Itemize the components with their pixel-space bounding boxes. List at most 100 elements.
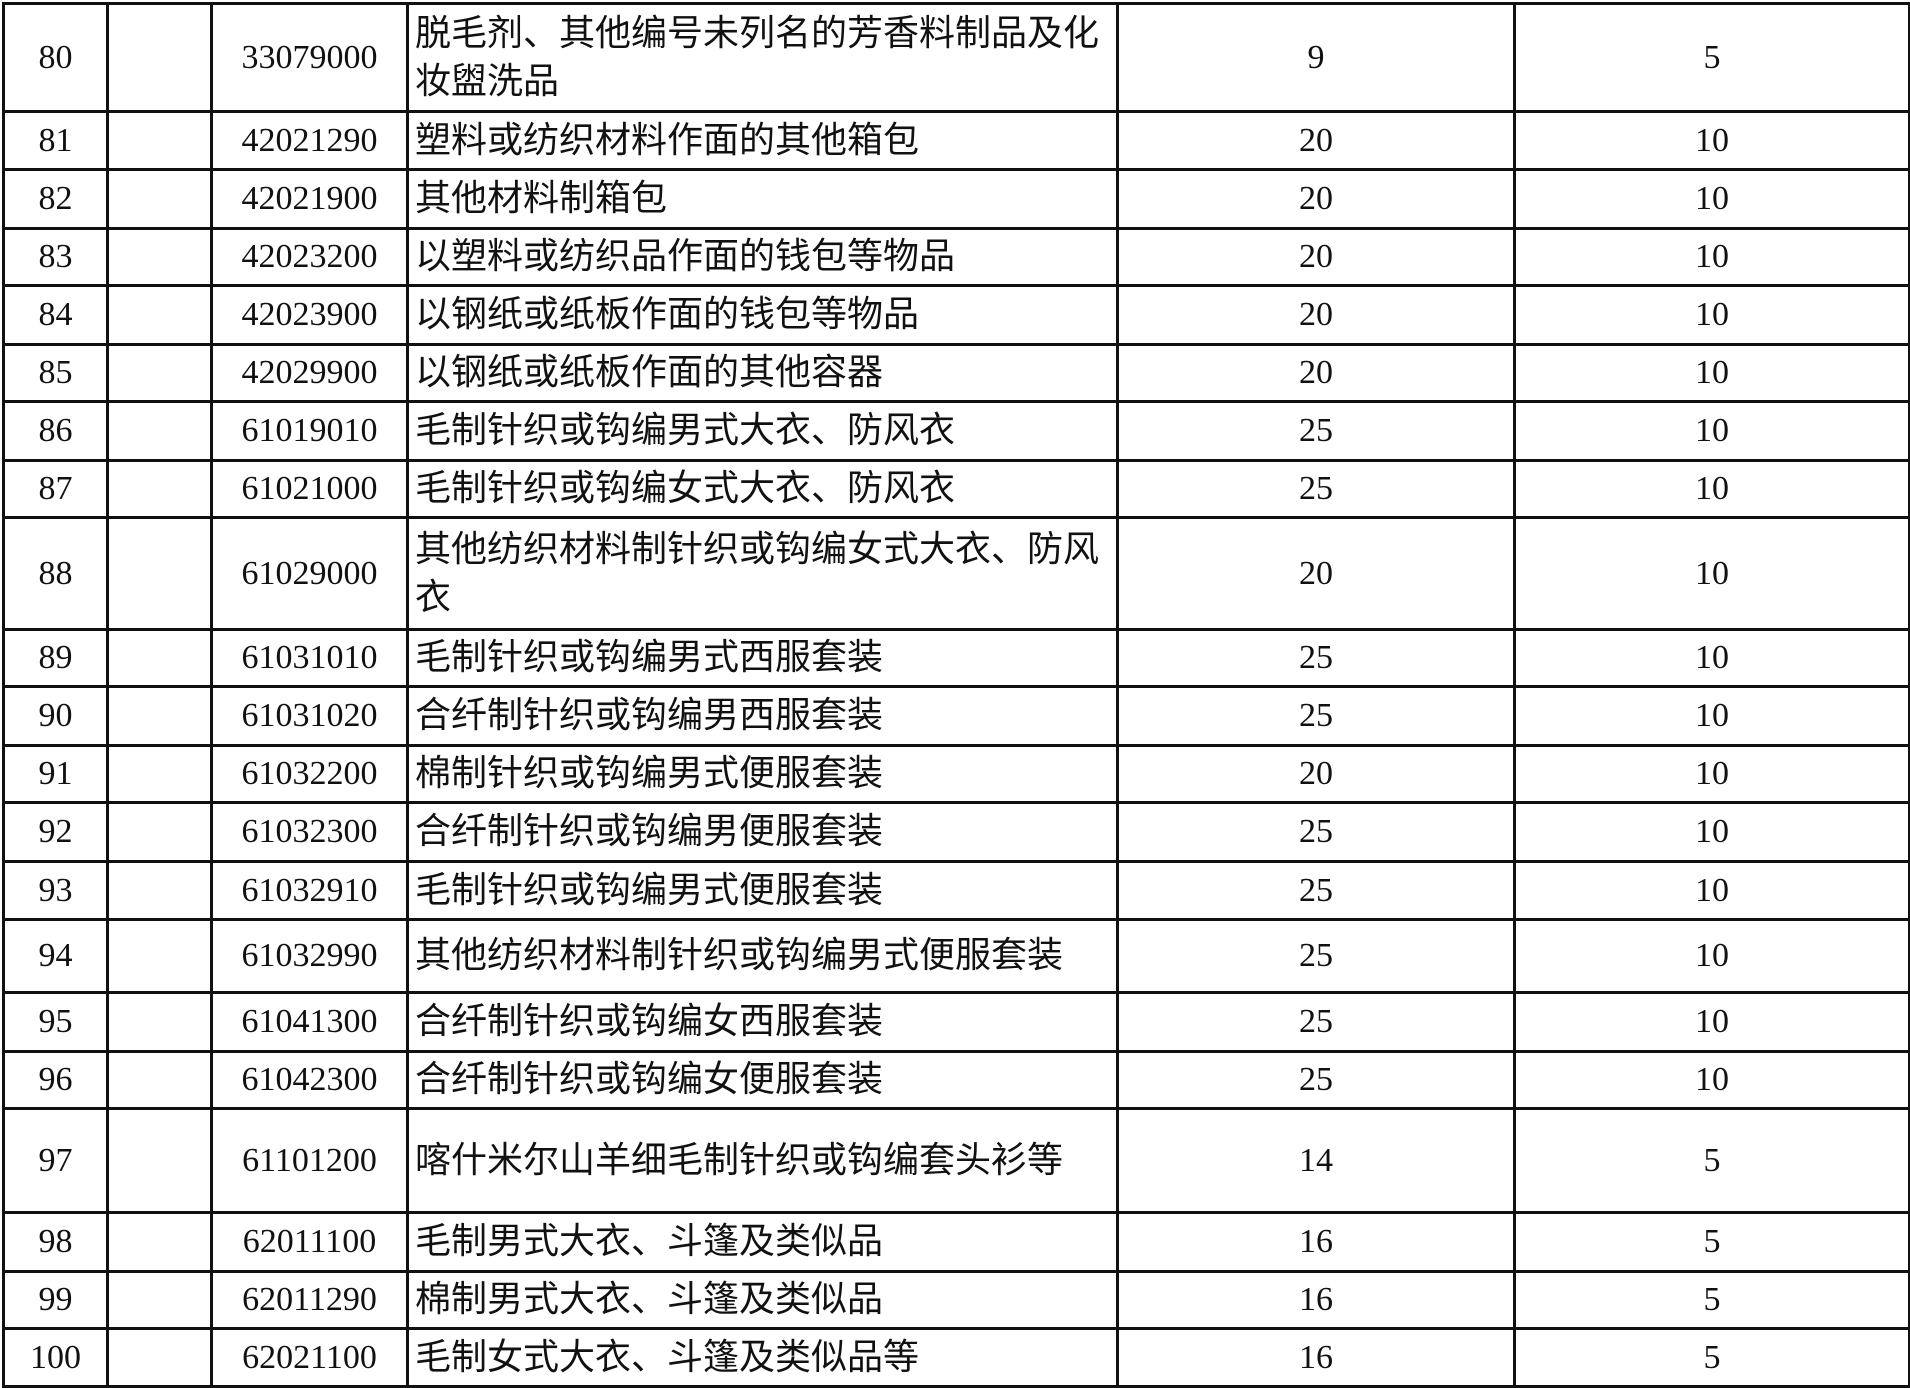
- row-number: 93: [2, 860, 109, 921]
- empty-cell: [106, 744, 213, 804]
- empty-cell: [106, 284, 213, 346]
- hs-code: 61042300: [210, 1050, 409, 1110]
- empty-cell: [106, 343, 213, 403]
- description: 以钢纸或纸板作面的其他容器: [406, 343, 1119, 403]
- empty-cell: [106, 227, 213, 287]
- table-row: 92 61032300 合纤制针织或钩编男便服套装 25 10: [2, 801, 1910, 863]
- empty-cell: [106, 110, 213, 171]
- table-row: 98 62011100 毛制男式大衣、斗篷及类似品 16 5: [2, 1211, 1910, 1273]
- table-row: 83 42023200 以塑料或纺织品作面的钱包等物品 20 10: [2, 227, 1910, 287]
- table-row: 82 42021900 其他材料制箱包 20 10: [2, 168, 1910, 230]
- rate-a: 20: [1116, 110, 1516, 171]
- rate-b: 10: [1513, 227, 1910, 287]
- hs-code: 42023200: [210, 227, 409, 287]
- rate-b: 10: [1513, 459, 1910, 519]
- empty-cell: [106, 168, 213, 230]
- rate-b: 5: [1513, 2, 1910, 113]
- description: 合纤制针织或钩编男西服套装: [406, 685, 1119, 747]
- rate-b: 10: [1513, 343, 1910, 403]
- rate-a: 16: [1116, 1211, 1516, 1273]
- row-number: 99: [2, 1270, 109, 1330]
- rate-a: 25: [1116, 459, 1516, 519]
- description: 毛制男式大衣、斗篷及类似品: [406, 1211, 1119, 1273]
- rate-a: 9: [1116, 2, 1516, 113]
- empty-cell: [106, 1211, 213, 1273]
- rate-b: 10: [1513, 516, 1910, 631]
- empty-cell: [106, 860, 213, 921]
- description: 合纤制针织或钩编女便服套装: [406, 1050, 1119, 1110]
- hs-code: 61032200: [210, 744, 409, 804]
- description: 毛制针织或钩编女式大衣、防风衣: [406, 459, 1119, 519]
- hs-code: 62011100: [210, 1211, 409, 1273]
- row-number: 82: [2, 168, 109, 230]
- table-row: 80 33079000 脱毛剂、其他编号未列名的芳香料制品及化妆盥洗品 9 5: [2, 2, 1910, 113]
- rate-a: 16: [1116, 1327, 1516, 1388]
- description: 毛制女式大衣、斗篷及类似品等: [406, 1327, 1119, 1388]
- row-number: 97: [2, 1107, 109, 1214]
- rate-b: 10: [1513, 1050, 1910, 1110]
- description: 毛制针织或钩编男式大衣、防风衣: [406, 400, 1119, 462]
- description: 以钢纸或纸板作面的钱包等物品: [406, 284, 1119, 346]
- rate-b: 10: [1513, 284, 1910, 346]
- rate-a: 25: [1116, 991, 1516, 1053]
- description: 毛制针织或钩编男式便服套装: [406, 860, 1119, 921]
- hs-code: 61021000: [210, 459, 409, 519]
- empty-cell: [106, 2, 213, 113]
- empty-cell: [106, 516, 213, 631]
- row-number: 81: [2, 110, 109, 171]
- table-row: 81 42021290 塑料或纺织材料作面的其他箱包 20 10: [2, 110, 1910, 171]
- table-row: 88 61029000 其他纺织材料制针织或钩编女式大衣、防风衣 20 10: [2, 516, 1910, 631]
- table-row: 96 61042300 合纤制针织或钩编女便服套装 25 10: [2, 1050, 1910, 1110]
- rate-b: 10: [1513, 860, 1910, 921]
- row-number: 88: [2, 516, 109, 631]
- description: 脱毛剂、其他编号未列名的芳香料制品及化妆盥洗品: [406, 2, 1119, 113]
- empty-cell: [106, 628, 213, 688]
- table-row: 97 61101200 喀什米尔山羊细毛制针织或钩编套头衫等 14 5: [2, 1107, 1910, 1214]
- row-number: 84: [2, 284, 109, 346]
- rate-b: 5: [1513, 1107, 1910, 1214]
- empty-cell: [106, 991, 213, 1053]
- description: 其他材料制箱包: [406, 168, 1119, 230]
- description: 合纤制针织或钩编女西服套装: [406, 991, 1119, 1053]
- hs-code: 61032910: [210, 860, 409, 921]
- empty-cell: [106, 1107, 213, 1214]
- rate-b: 5: [1513, 1211, 1910, 1273]
- hs-code: 42029900: [210, 343, 409, 403]
- row-number: 90: [2, 685, 109, 747]
- table-row: 91 61032200 棉制针织或钩编男式便服套装 20 10: [2, 744, 1910, 804]
- empty-cell: [106, 918, 213, 994]
- description: 合纤制针织或钩编男便服套装: [406, 801, 1119, 863]
- rate-b: 10: [1513, 744, 1910, 804]
- rate-b: 10: [1513, 628, 1910, 688]
- table-row: 100 62021100 毛制女式大衣、斗篷及类似品等 16 5: [2, 1327, 1910, 1388]
- rate-a: 25: [1116, 801, 1516, 863]
- description: 棉制男式大衣、斗篷及类似品: [406, 1270, 1119, 1330]
- rate-a: 25: [1116, 860, 1516, 921]
- empty-cell: [106, 1270, 213, 1330]
- rate-a: 14: [1116, 1107, 1516, 1214]
- description: 其他纺织材料制针织或钩编女式大衣、防风衣: [406, 516, 1119, 631]
- rate-b: 10: [1513, 918, 1910, 994]
- description: 其他纺织材料制针织或钩编男式便服套装: [406, 918, 1119, 994]
- row-number: 98: [2, 1211, 109, 1273]
- hs-code: 42023900: [210, 284, 409, 346]
- rate-a: 25: [1116, 685, 1516, 747]
- empty-cell: [106, 801, 213, 863]
- hs-code: 61029000: [210, 516, 409, 631]
- row-number: 94: [2, 918, 109, 994]
- row-number: 89: [2, 628, 109, 688]
- description: 塑料或纺织材料作面的其他箱包: [406, 110, 1119, 171]
- hs-code: 42021290: [210, 110, 409, 171]
- table-row: 87 61021000 毛制针织或钩编女式大衣、防风衣 25 10: [2, 459, 1910, 519]
- empty-cell: [106, 1327, 213, 1388]
- table-row: 86 61019010 毛制针织或钩编男式大衣、防风衣 25 10: [2, 400, 1910, 462]
- empty-cell: [106, 400, 213, 462]
- hs-code: 61031020: [210, 685, 409, 747]
- hs-code: 42021900: [210, 168, 409, 230]
- hs-code: 62011290: [210, 1270, 409, 1330]
- description: 喀什米尔山羊细毛制针织或钩编套头衫等: [406, 1107, 1119, 1214]
- hs-code: 61101200: [210, 1107, 409, 1214]
- hs-code: 61031010: [210, 628, 409, 688]
- empty-cell: [106, 1050, 213, 1110]
- row-number: 85: [2, 343, 109, 403]
